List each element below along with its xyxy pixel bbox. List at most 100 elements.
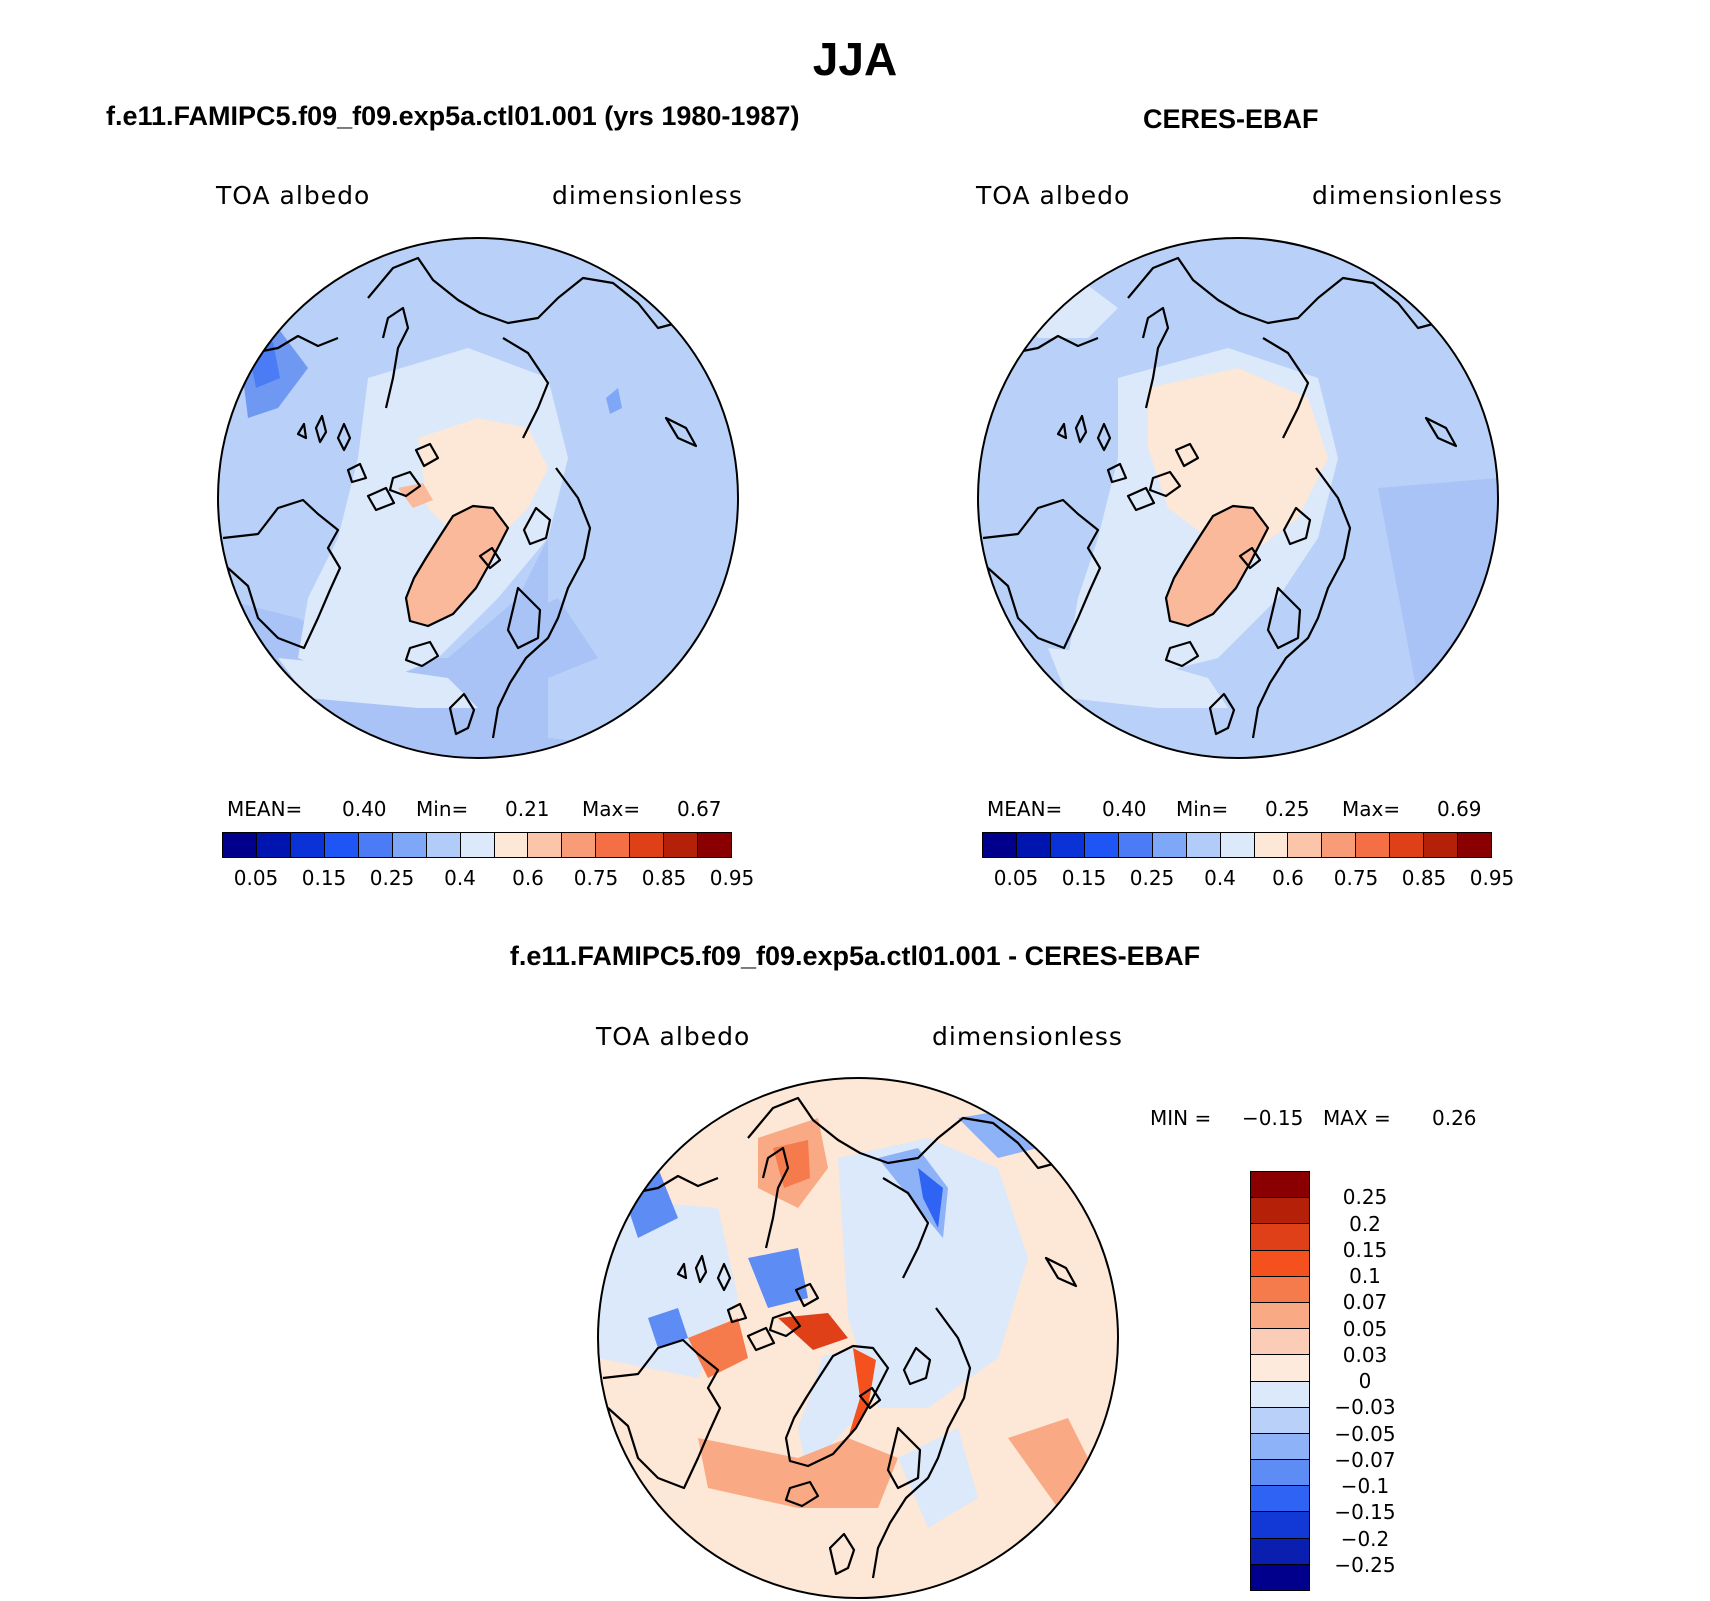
colorbar-swatch: [528, 833, 563, 857]
diff-colorbar: [1250, 1171, 1310, 1591]
obs-min-value: 0.25: [1265, 797, 1310, 821]
colorbar-swatch: [460, 833, 495, 857]
colorbar-swatch: [494, 833, 529, 857]
colorbar-swatch: [1118, 833, 1153, 857]
colorbar-tick-label: 0.75: [1333, 866, 1379, 890]
colorbar-swatch: [223, 833, 257, 857]
diff-min-value: −0.15: [1242, 1106, 1304, 1130]
colorbar-swatch: [1251, 1433, 1309, 1461]
colorbar-swatch: [562, 833, 597, 857]
colorbar-swatch: [1424, 833, 1459, 857]
obs-colorbar: [982, 832, 1492, 858]
obs-mean-label: MEAN=: [987, 797, 1063, 821]
colorbar-tick-label: 0.85: [1401, 866, 1447, 890]
model-panel-title: f.e11.FAMIPC5.f09_f09.exp5a.ctl01.001 (y…: [106, 101, 800, 131]
colorbar-tick-label: 0.05: [1342, 1316, 1388, 1341]
colorbar-swatch: [1251, 1276, 1309, 1303]
colorbar-swatch: [596, 833, 631, 857]
colorbar-swatch: [324, 833, 359, 857]
obs-mean-value: 0.40: [1102, 797, 1147, 821]
model-colorbar: [222, 832, 732, 858]
colorbar-tick-label: 0: [1358, 1369, 1372, 1393]
colorbar-swatch: [1251, 1538, 1309, 1565]
colorbar-tick-label: −0.2: [1340, 1526, 1390, 1551]
colorbar-tick-label: 0.15: [301, 866, 347, 890]
colorbar-tick-label: 0.95: [709, 866, 755, 890]
colorbar-tick-label: 0.25: [369, 866, 415, 890]
colorbar-swatch: [1016, 833, 1051, 857]
figure-title: JJA: [812, 33, 898, 85]
colorbar-tick-label: 0.07: [1342, 1290, 1388, 1315]
colorbar-swatch: [1251, 1512, 1309, 1539]
diff-colorbar-ticks: 0.25 0.2 0.15 0.1 0.07 0.05 0.03 0 −0.03 −0.05 −0.…: [1320, 1171, 1410, 1591]
colorbar-swatch: [983, 833, 1017, 857]
colorbar-tick-label: 0.6: [512, 866, 544, 890]
colorbar-swatch: [664, 833, 699, 857]
obs-colorbar-ticks: 0.05 0.15 0.25 0.4 0.6 0.75 0.85 0.95: [982, 866, 1515, 892]
obs-min-label: Min=: [1176, 797, 1229, 821]
colorbar-tick-label: 0.05: [233, 866, 279, 890]
colorbar-swatch: [1390, 833, 1425, 857]
obs-max-label: Max=: [1342, 797, 1401, 821]
colorbar-swatch: [1084, 833, 1119, 857]
colorbar-tick-label: 0.6: [1272, 866, 1304, 890]
model-min-value: 0.21: [505, 797, 550, 821]
colorbar-swatch: [1251, 1224, 1309, 1251]
colorbar-tick-label: −0.05: [1334, 1421, 1396, 1446]
diff-panel-title: f.e11.FAMIPC5.f09_f09.exp5a.ctl01.001 - …: [509, 941, 1201, 971]
diff-polar-map: [597, 1077, 1119, 1599]
colorbar-tick-label: 0.75: [573, 866, 619, 890]
colorbar-swatch: [256, 833, 291, 857]
colorbar-tick-label: 0.03: [1342, 1342, 1388, 1367]
colorbar-tick-label: −0.03: [1334, 1395, 1396, 1420]
model-max-label: Max=: [582, 797, 641, 821]
colorbar-tick-label: −0.25: [1334, 1552, 1396, 1577]
colorbar-tick-label: −0.1: [1340, 1474, 1390, 1498]
model-mean-label: MEAN=: [227, 797, 303, 821]
colorbar-swatch: [1251, 1302, 1309, 1330]
colorbar-swatch: [1251, 1486, 1309, 1513]
colorbar-swatch: [1251, 1381, 1309, 1408]
obs-polar-map: [977, 237, 1499, 759]
colorbar-tick-label: 0.25: [1129, 866, 1175, 890]
colorbar-tick-label: 0.95: [1469, 866, 1515, 890]
colorbar-swatch: [698, 833, 732, 857]
diff-variable-label: TOA albedo: [596, 1022, 751, 1051]
model-polar-map: [217, 237, 739, 759]
colorbar-swatch: [1288, 833, 1323, 857]
colorbar-tick-label: 0.85: [641, 866, 687, 890]
diff-max-value: 0.26: [1432, 1106, 1477, 1130]
colorbar-swatch: [392, 833, 427, 857]
diff-units-label: dimensionless: [932, 1022, 1123, 1051]
colorbar-swatch: [1356, 833, 1391, 857]
colorbar-swatch: [1251, 1250, 1309, 1277]
colorbar-swatch: [1220, 833, 1255, 857]
colorbar-swatch: [1251, 1172, 1309, 1199]
model-units-label: dimensionless: [552, 181, 743, 210]
colorbar-tick-label: 0.2: [1349, 1211, 1381, 1236]
colorbar-swatch: [1251, 1198, 1309, 1225]
obs-variable-label: TOA albedo: [976, 181, 1131, 210]
diff-max-label: MAX =: [1323, 1106, 1391, 1130]
colorbar-tick-label: 0.15: [1061, 866, 1107, 890]
colorbar-swatch: [1050, 833, 1085, 857]
colorbar-swatch: [1152, 833, 1187, 857]
model-variable-label: TOA albedo: [216, 181, 371, 210]
colorbar-swatch: [1254, 833, 1289, 857]
colorbar-swatch: [1251, 1460, 1309, 1487]
colorbar-swatch: [1186, 833, 1221, 857]
model-mean-value: 0.40: [342, 797, 387, 821]
colorbar-tick-label: 0.1: [1349, 1264, 1381, 1288]
colorbar-swatch: [1251, 1407, 1309, 1434]
colorbar-swatch: [1251, 1329, 1309, 1356]
obs-panel-title: CERES-EBAF: [1143, 104, 1319, 134]
colorbar-tick-label: 0.25: [1342, 1185, 1388, 1210]
colorbar-tick-label: 0.15: [1342, 1237, 1388, 1262]
colorbar-swatch: [1251, 1355, 1309, 1382]
model-max-value: 0.67: [677, 797, 722, 821]
colorbar-swatch: [630, 833, 665, 857]
colorbar-swatch: [1251, 1564, 1309, 1590]
colorbar-tick-label: 0.05: [993, 866, 1039, 890]
colorbar-swatch: [1322, 833, 1357, 857]
colorbar-swatch: [426, 833, 461, 857]
